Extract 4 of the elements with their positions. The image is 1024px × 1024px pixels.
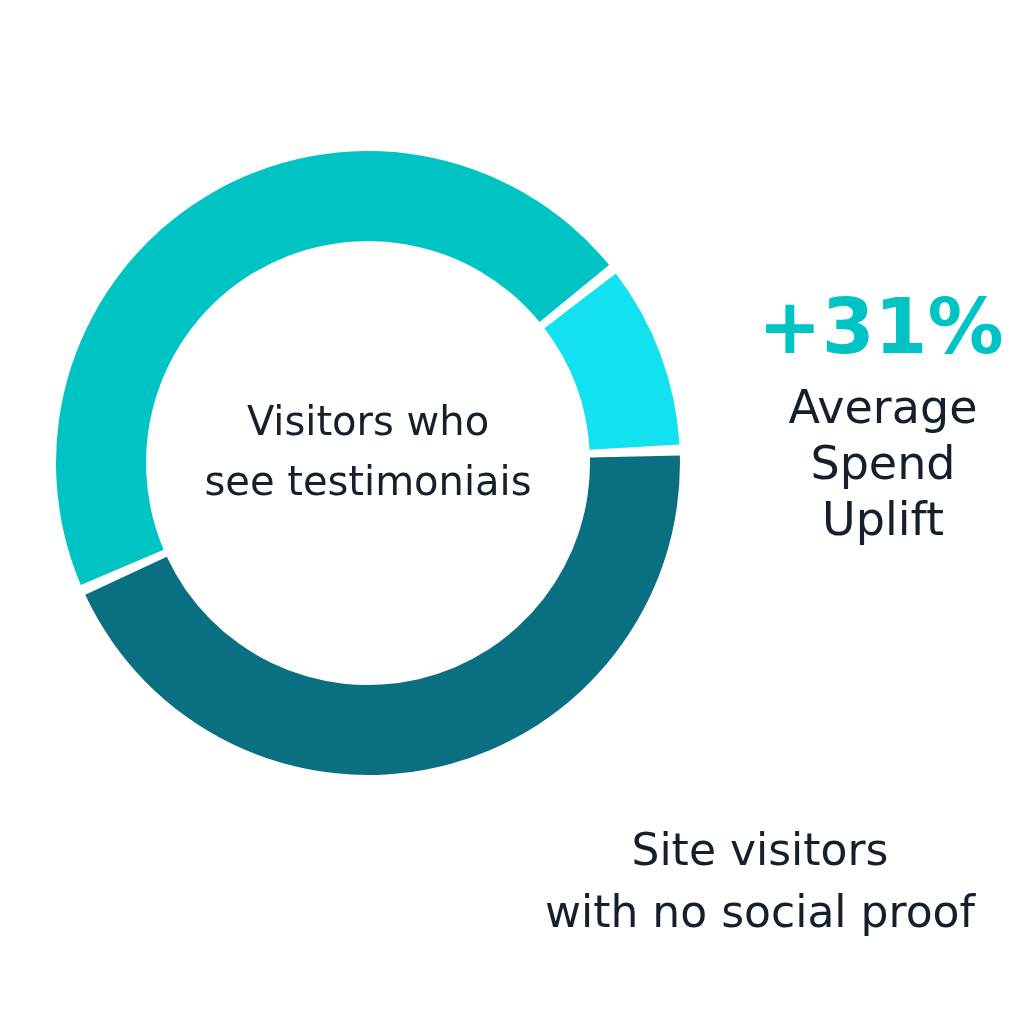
- text: +31%: [758, 282, 1004, 371]
- slice-label: Average Spend Uplift: [788, 380, 978, 546]
- text: Visitors who see testimoniais: [204, 398, 532, 504]
- slice-label: Site visitors with no social proof: [545, 824, 977, 937]
